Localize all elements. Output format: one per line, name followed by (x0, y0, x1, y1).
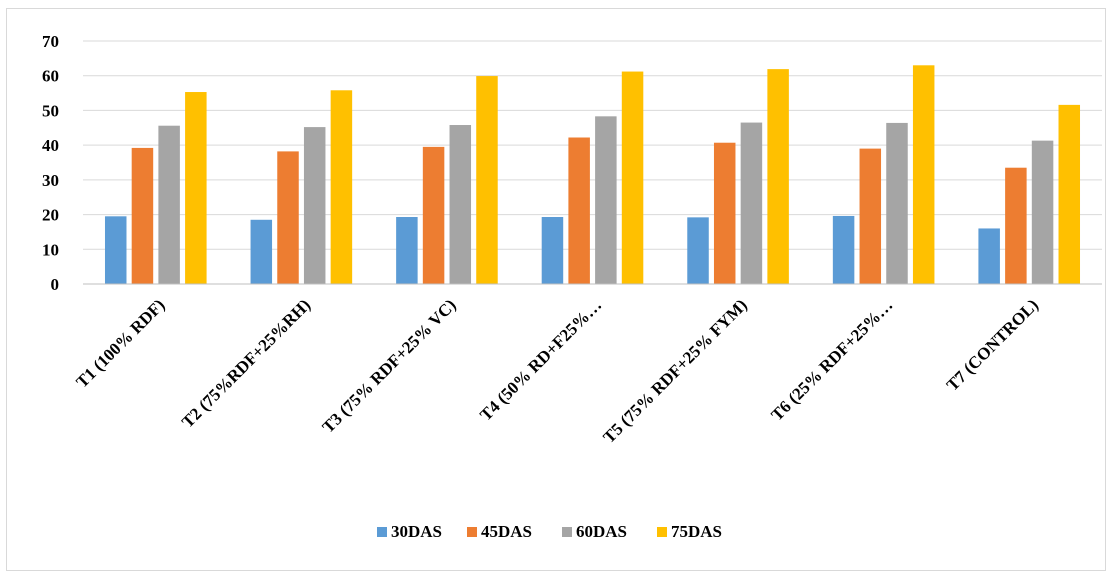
y-tick-label: 50 (42, 101, 59, 120)
bar-75das-1 (185, 92, 207, 284)
bar-75das-5 (767, 69, 789, 284)
legend-label: 60DAS (576, 522, 627, 541)
bar-45das-1 (131, 147, 154, 284)
bar-45das-4 (568, 137, 590, 284)
bar-30das-5 (687, 217, 709, 284)
y-tick-label: 60 (42, 67, 59, 86)
bar-45das-2 (277, 151, 299, 284)
bar-chart: 0 10 20 30 40 50 60 70 T1 (100% RDF) T2 (75%RDF+… (42, 32, 1102, 541)
bar-75das-7 (1058, 104, 1081, 284)
x-category-label: T1 (100% RDF) (72, 295, 168, 391)
legend-swatch (467, 527, 477, 537)
y-tick-label: 30 (42, 171, 59, 190)
legend-swatch (562, 527, 572, 537)
legend-label: 45DAS (481, 522, 532, 541)
bar-30das-6 (832, 215, 855, 284)
x-category-label: T2 (75%RDF+25%RH) (178, 295, 314, 431)
x-category-label: T6 (25% RDF+25%… (767, 295, 896, 424)
bar-60das-2 (303, 127, 326, 284)
bar-75das-2 (330, 90, 353, 285)
y-tick-label: 20 (42, 206, 59, 225)
bar-30das-2 (250, 219, 273, 284)
legend-item-45das: 45DAS (467, 522, 532, 541)
bar-30das-3 (396, 217, 418, 284)
legend-label: 30DAS (391, 522, 442, 541)
x-category-label: T5 (75% RDF+25% FYM) (599, 295, 750, 446)
bar-45das-5 (713, 142, 736, 284)
bar-60das-1 (158, 125, 180, 285)
gridlines (83, 40, 1102, 250)
bar-30das-1 (104, 216, 127, 284)
bar-60das-3 (449, 125, 472, 284)
bar-75das-4 (621, 71, 644, 284)
legend-item-60das: 60DAS (562, 522, 627, 541)
legend-label: 75DAS (671, 522, 722, 541)
bar-75das-3 (476, 76, 498, 284)
bar-60das-7 (1031, 140, 1054, 284)
y-tick-label: 0 (51, 275, 60, 294)
bar-30das-7 (978, 228, 1000, 284)
legend-swatch (377, 527, 387, 537)
x-category-label: T3 (75% RDF+25% VC) (318, 295, 459, 436)
x-category-label: T4 (50% RD+F25%… (476, 295, 605, 424)
x-category-label: T7 (CONTROL) (943, 295, 1042, 394)
bar-30das-4 (541, 217, 564, 284)
legend: 30DAS 45DAS 60DAS 75DAS (377, 522, 722, 541)
bar-45das-3 (422, 146, 445, 284)
bar-45das-6 (859, 148, 882, 284)
bar-60das-5 (740, 122, 763, 284)
y-axis-ticks: 0 10 20 30 40 50 60 70 (42, 32, 59, 294)
y-tick-label: 40 (42, 136, 59, 155)
bar-60das-6 (886, 122, 908, 284)
chart-frame: 0 10 20 30 40 50 60 70 T1 (100% RDF) T2 (75%RDF+… (6, 8, 1106, 571)
y-tick-label: 10 (42, 240, 59, 259)
legend-item-30das: 30DAS (377, 522, 442, 541)
bar-75das-6 (912, 65, 935, 284)
bar-60das-4 (595, 116, 617, 284)
y-tick-label: 70 (42, 32, 59, 51)
bar-45das-7 (1005, 167, 1027, 284)
bars (104, 65, 1081, 285)
legend-swatch (657, 527, 667, 537)
x-axis-category-labels: T1 (100% RDF) T2 (75%RDF+25%RH) T3 (75% RD… (72, 295, 1042, 446)
legend-item-75das: 75DAS (657, 522, 722, 541)
